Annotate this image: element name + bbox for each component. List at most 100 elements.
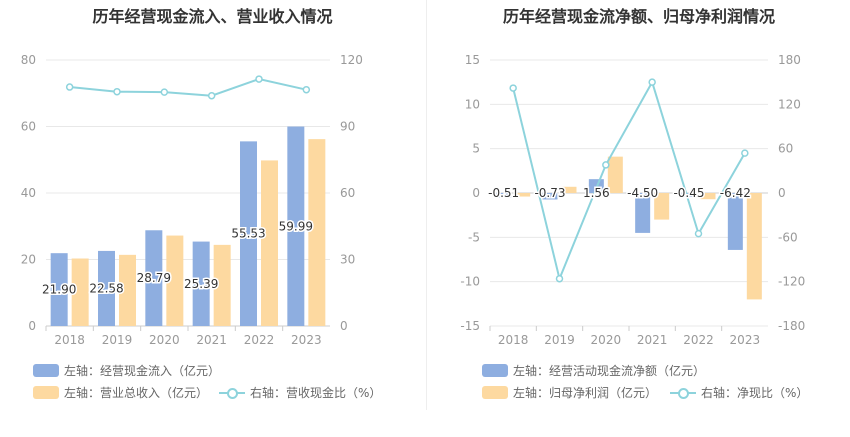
line-point — [207, 91, 216, 100]
x-tick-label: 2020 — [149, 333, 180, 347]
bar-series2 — [71, 258, 89, 326]
y-left-tick-label: 5 — [472, 142, 480, 156]
legend-label: 左轴：归母净利润（亿元） — [513, 386, 658, 400]
bar-series2 — [561, 186, 577, 193]
bar-data-label: -0.45 — [673, 186, 704, 200]
line-point — [509, 84, 517, 92]
legend-swatch-blue — [482, 364, 508, 377]
bar-data-label: 28.79 — [137, 271, 171, 285]
legend-item-cash-inflow[interactable]: 左轴：经营现金流入（亿元） — [33, 362, 220, 379]
line-point — [302, 85, 311, 94]
bar-series2 — [308, 139, 326, 326]
line-point — [255, 75, 263, 83]
y-left-tick-label: -10 — [460, 275, 480, 289]
y-left-tick-label: 60 — [21, 120, 36, 134]
bar-data-label: -0.73 — [534, 186, 565, 200]
x-tick-label: 2018 — [498, 333, 529, 347]
bar-data-label: 25.39 — [184, 277, 218, 291]
bar-series2 — [166, 235, 184, 326]
bar-data-label: 55.53 — [231, 227, 265, 241]
x-tick-label: 2019 — [102, 333, 133, 347]
legend-item-net-profit[interactable]: 左轴：归母净利润（亿元） — [482, 384, 657, 401]
line-point — [648, 78, 656, 86]
bar-series1 — [98, 250, 115, 326]
line-point — [113, 87, 121, 96]
legend-swatch-blue — [33, 364, 59, 377]
left-chart-title: 历年经营现金流入、营业收入情况 — [92, 7, 333, 26]
legend-item-net-cash-flow[interactable]: 左轴：经营活动现金流净额（亿元） — [482, 362, 705, 379]
bar-series1 — [50, 253, 68, 326]
right-chart-panel: 历年经营现金流净额、归母净利润情况 -15 -10 -5 0 5 10 15 -180 -120… — [428, 0, 850, 437]
bar-series2 — [654, 193, 670, 220]
y-left-tick-label: 40 — [21, 186, 36, 200]
bar-data-label: 59.99 — [279, 219, 313, 233]
x-tick-label: 2019 — [544, 333, 575, 347]
bar-series2 — [700, 193, 716, 200]
y-left-tick-label: 20 — [21, 253, 36, 267]
legend-item-cash-ratio[interactable]: 右轴：营收现金比（%） — [219, 384, 381, 401]
legend-item-revenue[interactable]: 左轴：营业总收入（亿元） — [33, 384, 208, 401]
bar-series2 — [607, 156, 623, 193]
legend-label: 右轴：营收现金比（%） — [250, 386, 382, 400]
x-tick-label: 2020 — [591, 333, 622, 347]
bar-series2 — [213, 244, 231, 326]
bar-data-label: -4.50 — [627, 186, 658, 200]
line-point — [160, 88, 169, 96]
bar-series2 — [119, 254, 136, 326]
legend-swatch-line — [219, 386, 245, 399]
y-left-tick-label: 10 — [465, 97, 480, 111]
line-point — [741, 149, 749, 157]
left-chart-panel: 历年经营现金流入、营业收入情况 0 20 40 60 80 0 30 60 90 120 2018 2… — [21, 7, 382, 401]
y-right-tick-label: 180 — [778, 53, 801, 67]
x-tick-label: 2021 — [637, 333, 668, 347]
bar-series2 — [515, 193, 531, 197]
x-tick-label: 2023 — [291, 333, 322, 347]
bar-series1 — [145, 230, 163, 326]
y-right-tick-label: 60 — [340, 186, 355, 200]
bar-data-label: -0.51 — [488, 186, 519, 200]
right-chart-svg: -15 -10 -5 0 5 10 15 -180 -120 -60 0 60 120 180 2018 20… — [460, 53, 805, 347]
x-tick-label: 2022 — [683, 333, 714, 347]
y-left-tick-label: 0 — [28, 319, 36, 333]
bar-series1 — [542, 193, 558, 200]
x-tick-label: 2018 — [54, 333, 85, 347]
bar-series1 — [727, 193, 743, 250]
y-right-tick-label: -180 — [778, 319, 805, 333]
legend-label: 左轴：经营现金流入（亿元） — [64, 364, 221, 378]
y-right-tick-label: -120 — [778, 275, 805, 289]
bar-series1 — [192, 241, 210, 326]
y-right-tick-label: 120 — [778, 97, 801, 111]
y-left-tick-label: 0 — [472, 186, 480, 200]
panel-divider — [426, 0, 427, 410]
line-point — [602, 161, 610, 169]
x-tick-label: 2022 — [244, 333, 275, 347]
legend-label: 右轴：净现比（%） — [701, 386, 809, 400]
y-right-tick-label: 60 — [778, 142, 793, 156]
bar-series1 — [635, 193, 651, 233]
bar-series2 — [261, 160, 278, 326]
legend-item-net-cash-ratio[interactable]: 右轴：净现比（%） — [670, 384, 808, 401]
line-series — [512, 79, 746, 282]
bar-series1 — [240, 141, 257, 326]
line-point — [694, 229, 703, 238]
x-tick-label: 2021 — [196, 333, 227, 347]
legend-swatch-orange — [33, 386, 59, 399]
y-left-tick-label: 15 — [465, 53, 480, 67]
left-chart-svg: 0 20 40 60 80 0 30 60 90 120 2018 2019 2020 2021 2022 2… — [21, 53, 363, 347]
y-right-tick-label: 30 — [340, 253, 355, 267]
y-right-tick-label: 120 — [340, 53, 363, 67]
line-point — [65, 83, 74, 91]
bar-data-label: -6.42 — [720, 186, 751, 200]
legend-label: 左轴：经营活动现金流净额（亿元） — [513, 364, 706, 378]
y-right-tick-label: 90 — [340, 120, 355, 134]
bar-series1 — [496, 193, 512, 198]
bar-series2 — [746, 193, 762, 300]
bar-data-label: 1.56 — [583, 186, 610, 200]
bar-data-label: 21.90 — [42, 283, 76, 297]
y-right-tick-label: 0 — [340, 319, 348, 333]
line-series — [69, 78, 307, 97]
line-point — [555, 274, 564, 283]
bar-data-label: 22.58 — [89, 281, 123, 295]
legend-label: 左轴：营业总收入（亿元） — [64, 386, 209, 400]
y-left-tick-label: -15 — [460, 319, 480, 333]
